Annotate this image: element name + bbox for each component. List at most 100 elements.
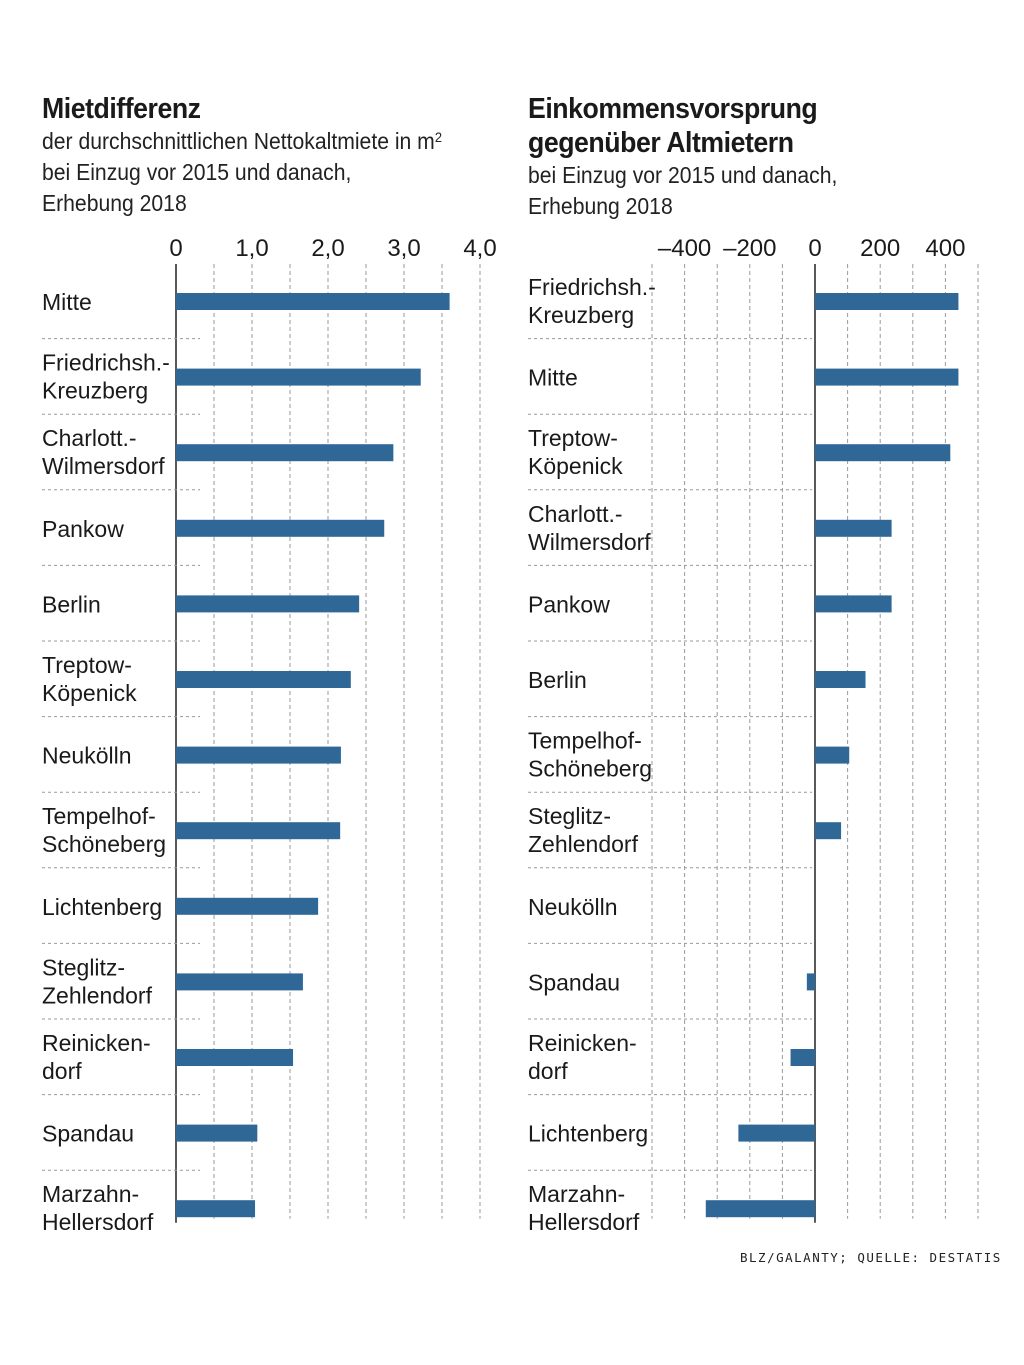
right-category-label-line: Steglitz-	[528, 803, 611, 829]
right-bar	[705, 1200, 815, 1218]
left-bar	[176, 746, 341, 764]
left-tick-label: 2,0	[311, 235, 344, 262]
left-category-label-line: dorf	[42, 1058, 82, 1084]
right-category-label-line: Pankow	[528, 591, 610, 617]
right-category-label-line: Lichtenberg	[528, 1121, 648, 1147]
left-tick-label: 3,0	[387, 235, 420, 262]
right-category-label: Steglitz-Zehlendorf	[528, 803, 639, 857]
left-tick-label: 0	[169, 235, 182, 262]
left-subtitle-prefix: der durchschnittlichen Nettokaltmiete in…	[42, 128, 435, 154]
left-bar	[176, 368, 421, 386]
right-category-label-line: dorf	[528, 1058, 568, 1084]
left-category-label-line: Steglitz-	[42, 954, 125, 980]
left-bar	[176, 1200, 256, 1218]
right-category-label: Berlin	[528, 667, 587, 693]
left-chart-subtitle: der durchschnittlichen Nettokaltmiete in…	[42, 126, 474, 219]
right-chart-header: Einkommensvorsprung gegenüber Altmietern…	[528, 92, 998, 222]
right-bar	[815, 746, 850, 764]
left-subtitle-rest: bei Einzug vor 2015 und danach, Erhebung…	[42, 159, 352, 216]
right-category-label-line: Tempelhof-	[528, 728, 642, 754]
left-category-label: Berlin	[42, 591, 101, 617]
right-category-label-line: Köpenick	[528, 453, 623, 479]
left-category-label-line: Friedrichsh.-	[42, 350, 170, 376]
left-category-label: Neukölln	[42, 743, 132, 769]
right-category-label-line: Friedrichsh.-	[528, 274, 656, 300]
left-bar	[176, 1124, 258, 1142]
right-category-label: Pankow	[528, 591, 610, 617]
left-bar	[176, 897, 319, 915]
right-category-label-line: Reinicken-	[528, 1030, 637, 1056]
left-bar	[176, 595, 360, 613]
left-category-label-line: Mitte	[42, 289, 92, 315]
left-category-label: Marzahn-Hellersdorf	[42, 1181, 154, 1235]
left-category-label-line: Pankow	[42, 516, 124, 542]
left-category-label: Tempelhof-Schöneberg	[42, 803, 166, 857]
left-category-label-line: Hellersdorf	[42, 1209, 154, 1235]
right-category-label-line: Kreuzberg	[528, 302, 634, 328]
right-category-label: Spandau	[528, 969, 620, 995]
right-category-label-line: Treptow-	[528, 425, 618, 451]
right-tick-label: –200	[723, 235, 776, 262]
left-category-label: Reinicken-dorf	[42, 1030, 151, 1084]
right-bar	[815, 595, 892, 613]
left-category-label-line: Berlin	[42, 591, 101, 617]
right-bar	[815, 671, 866, 688]
left-category-label: Charlott.-Wilmersdorf	[42, 425, 165, 479]
left-chart-title: Mietdifferenz	[42, 93, 201, 125]
left-category-label: Treptow-Köpenick	[42, 652, 137, 706]
right-category-label: Mitte	[528, 365, 578, 391]
left-category-label-line: Charlott.-	[42, 425, 137, 451]
left-category-label-line: Treptow-	[42, 652, 132, 678]
right-tick-label: –400	[658, 235, 711, 262]
left-bar	[176, 293, 450, 310]
right-category-label: Neukölln	[528, 894, 618, 920]
right-bar	[815, 444, 951, 462]
left-category-label: Steglitz-Zehlendorf	[42, 954, 153, 1008]
right-category-label-line: Zehlendorf	[528, 831, 639, 857]
left-bar	[176, 444, 394, 462]
right-bar	[815, 519, 892, 537]
left-chart-header: Mietdifferenz der durchschnittlichen Net…	[42, 92, 512, 219]
left-category-label-line: Kreuzberg	[42, 378, 148, 404]
left-category-label-line: Köpenick	[42, 680, 137, 706]
right-bar	[815, 293, 959, 310]
right-category-label-line: Schöneberg	[528, 756, 652, 782]
right-category-label: Lichtenberg	[528, 1121, 648, 1147]
right-category-label: Marzahn-Hellersdorf	[528, 1181, 640, 1235]
left-category-label-line: Spandau	[42, 1121, 134, 1147]
left-category-label-line: Zehlendorf	[42, 982, 153, 1008]
left-category-label-line: Schöneberg	[42, 831, 166, 857]
left-tick-label: 1,0	[235, 235, 268, 262]
left-bar	[176, 519, 385, 537]
left-category-label: Spandau	[42, 1121, 134, 1147]
right-category-label: Treptow-Köpenick	[528, 425, 623, 479]
left-bar	[176, 973, 303, 991]
left-subtitle-sup: 2	[434, 129, 442, 145]
right-bar	[815, 368, 959, 386]
right-chart-subtitle: bei Einzug vor 2015 und danach, Erhebung…	[528, 162, 838, 219]
right-category-label: Friedrichsh.-Kreuzberg	[528, 274, 656, 328]
left-category-label: Friedrichsh.-Kreuzberg	[42, 350, 170, 404]
right-tick-label: 0	[808, 235, 821, 262]
right-bar	[738, 1124, 815, 1142]
right-tick-label: 400	[925, 235, 965, 262]
right-category-label: Reinicken-dorf	[528, 1030, 637, 1084]
left-category-label-line: Wilmersdorf	[42, 453, 165, 479]
left-tick-label: 4,0	[463, 235, 496, 262]
right-bar	[790, 1049, 815, 1066]
left-bar	[176, 671, 351, 688]
left-category-label-line: Marzahn-	[42, 1181, 139, 1207]
right-category-label: Tempelhof-Schöneberg	[528, 728, 652, 782]
right-bar	[815, 822, 842, 840]
right-category-label-line: Mitte	[528, 365, 578, 391]
left-bar	[176, 1049, 294, 1066]
left-category-label: Mitte	[42, 289, 92, 315]
right-category-label-line: Charlott.-	[528, 501, 623, 527]
right-category-label-line: Neukölln	[528, 894, 618, 920]
right-category-label-line: Berlin	[528, 667, 587, 693]
right-category-label-line: Wilmersdorf	[528, 529, 651, 555]
right-chart-title: Einkommensvorsprung gegenüber Altmietern	[528, 93, 818, 159]
left-category-label-line: Lichtenberg	[42, 894, 162, 920]
right-category-label-line: Marzahn-	[528, 1181, 625, 1207]
